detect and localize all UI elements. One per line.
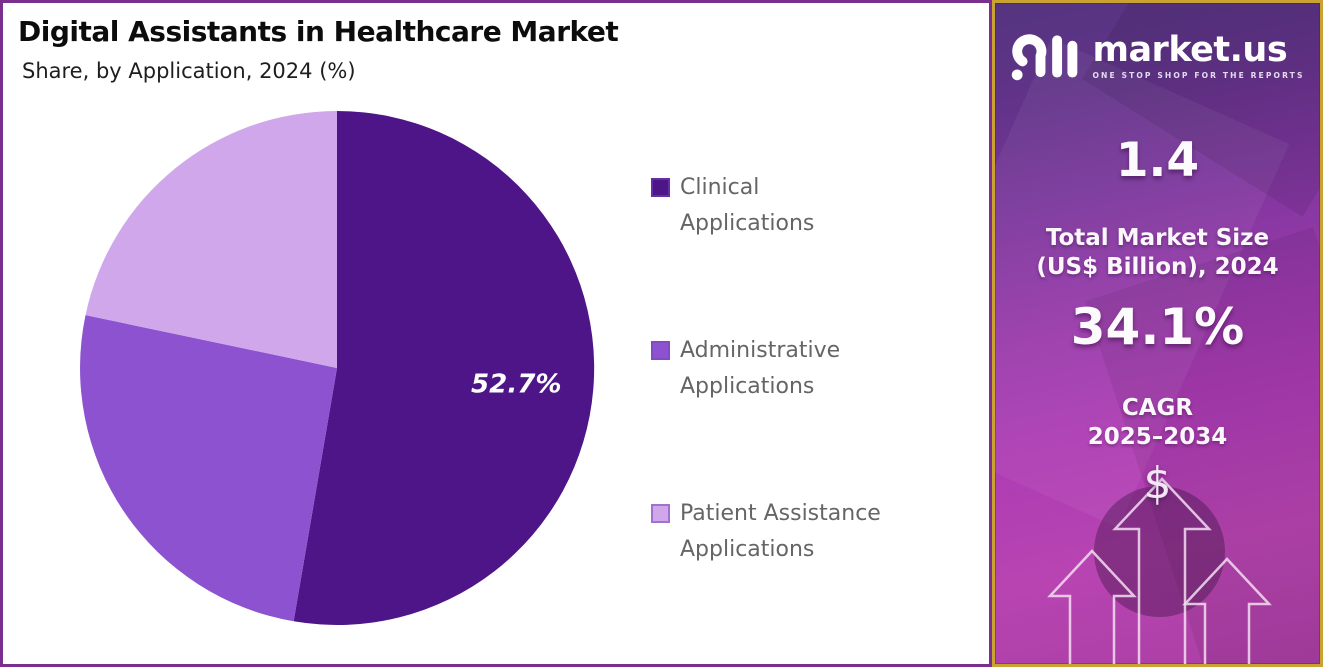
pie-data-label: 52.7% xyxy=(471,369,562,399)
market-us-logo-icon xyxy=(1012,34,1078,81)
legend-item-patient-assistance: Patient Assistance Applications xyxy=(651,496,881,568)
market-size-label-line1: Total Market Size xyxy=(1045,225,1270,251)
cagr-label-line1: CAGR xyxy=(1121,395,1194,421)
pie-chart: 52.7% xyxy=(80,111,595,625)
legend-label: Administrative Applications xyxy=(680,338,841,399)
legend-label: Clinical Applications xyxy=(680,175,815,236)
legend-swatch-administrative xyxy=(651,341,670,360)
market-size-label: Total Market Size (US$ Billion), 2024 xyxy=(995,224,1320,282)
growth-arrow-right xyxy=(1182,557,1272,664)
cagr-label-line2: 2025–2034 xyxy=(1087,424,1228,450)
legend-item-administrative: Administrative Applications xyxy=(651,333,840,405)
brand-tagline: ONE STOP SHOP FOR THE REPORTS xyxy=(1092,70,1305,80)
legend-item-clinical: Clinical Applications xyxy=(651,170,814,242)
growth-arrow-left xyxy=(1047,549,1137,664)
pie-slice xyxy=(293,111,595,625)
market-size-value: 1.4 xyxy=(1115,133,1200,188)
growth-arrow-center xyxy=(1112,477,1212,664)
pie-slice xyxy=(80,315,338,622)
pie-slice xyxy=(85,111,337,368)
market-size-label-line2: (US$ Billion), 2024 xyxy=(1036,254,1279,280)
cagr-label: CAGR 2025–2034 xyxy=(995,394,1320,452)
brand-logo: market.us ONE STOP SHOP FOR THE REPORTS xyxy=(995,27,1320,85)
brand-sidebar: market.us ONE STOP SHOP FOR THE REPORTS … xyxy=(992,0,1323,667)
legend-label: Patient Assistance Applications xyxy=(680,501,881,562)
background-decoration xyxy=(995,38,1290,528)
page-title: Digital Assistants in Healthcare Market xyxy=(18,15,619,48)
chart-subtitle: Share, by Application, 2024 (%) xyxy=(22,59,356,83)
brand-name: market.us xyxy=(1092,29,1288,70)
cagr-value: 34.1% xyxy=(1070,298,1245,356)
legend-swatch-patient-assistance xyxy=(651,504,670,523)
dollar-icon: $ xyxy=(1143,458,1172,509)
chart-panel: Digital Assistants in Healthcare Market … xyxy=(0,0,992,667)
growth-arrows-icon xyxy=(1047,477,1272,664)
legend-swatch-clinical xyxy=(651,178,670,197)
